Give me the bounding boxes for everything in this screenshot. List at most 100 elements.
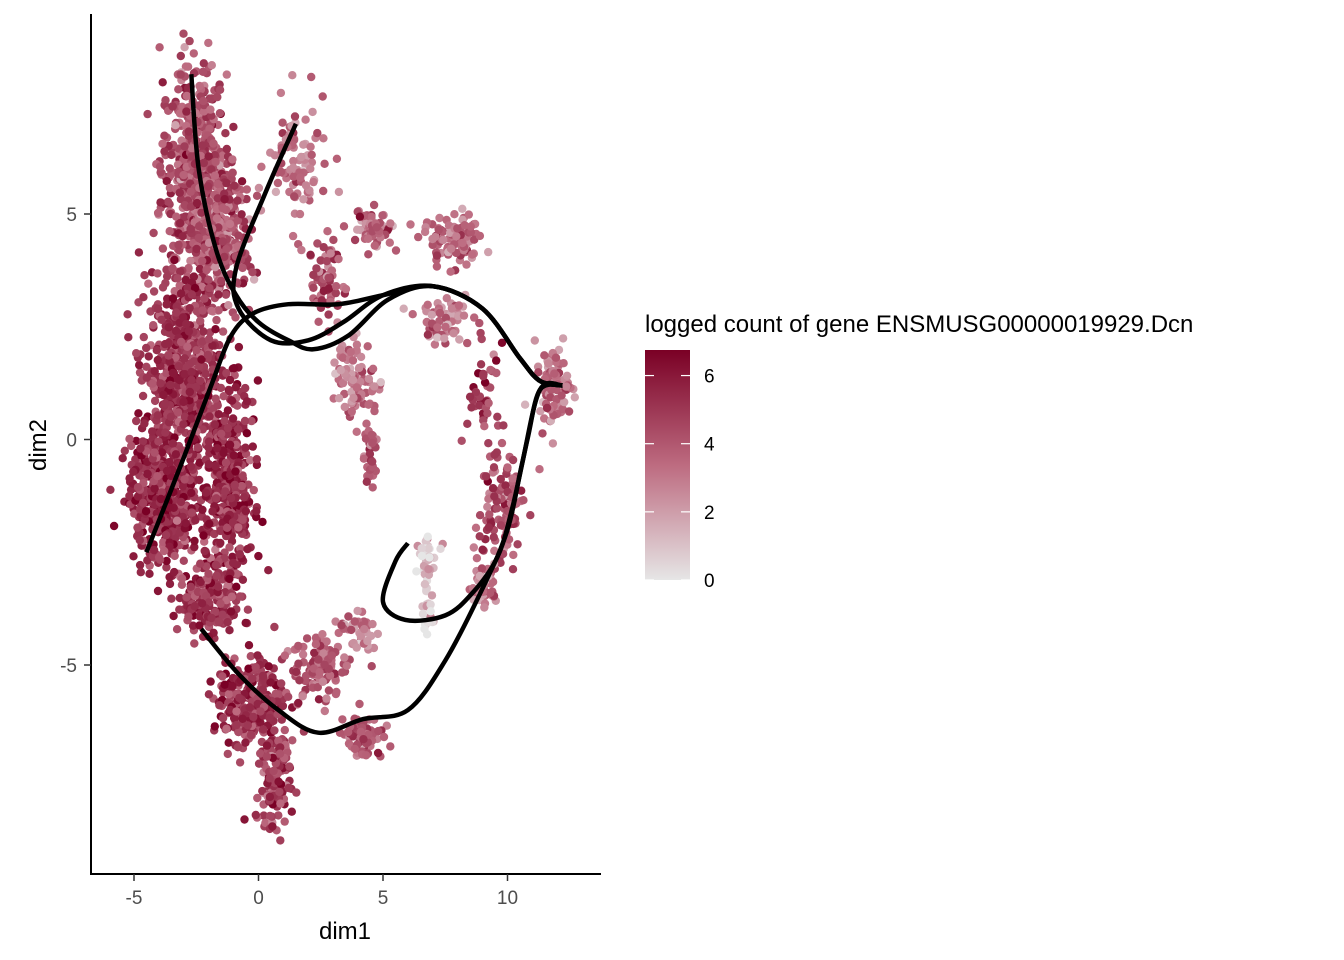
data-point [166, 412, 176, 421]
data-point [314, 695, 324, 704]
data-point [182, 91, 191, 101]
data-point [156, 379, 165, 388]
data-point [204, 569, 213, 578]
data-point [364, 400, 373, 409]
data-point [440, 334, 449, 343]
data-point [175, 109, 185, 118]
data-point [322, 637, 331, 646]
data-point [232, 569, 241, 578]
data-point [187, 367, 196, 377]
data-point [175, 188, 184, 197]
data-point [163, 197, 173, 206]
data-point [216, 599, 225, 608]
data-point [298, 650, 308, 659]
data-point [198, 337, 207, 346]
data-point [210, 722, 219, 731]
data-point [258, 671, 268, 681]
data-point [172, 308, 181, 317]
data-point [200, 537, 209, 546]
data-point [201, 369, 210, 379]
data-point [159, 538, 168, 547]
data-point [215, 701, 224, 710]
data-point [364, 250, 373, 259]
data-point [258, 685, 267, 694]
data-point [278, 701, 288, 711]
data-point [406, 220, 415, 229]
data-point [266, 678, 275, 687]
data-point [232, 720, 241, 730]
data-point [140, 271, 149, 280]
data-point [226, 607, 236, 616]
data-point [307, 158, 317, 167]
data-point [324, 284, 334, 293]
data-point [179, 170, 188, 180]
data-point [256, 707, 265, 716]
data-point [176, 289, 186, 298]
data-point [336, 366, 345, 375]
data-point [422, 630, 432, 639]
data-point [325, 671, 335, 680]
data-point [235, 693, 244, 703]
data-point [376, 378, 385, 387]
data-point [310, 648, 319, 657]
data-point [290, 112, 300, 121]
data-point [363, 234, 373, 243]
data-point [233, 401, 242, 410]
data-point [181, 519, 190, 528]
data-point [558, 334, 568, 343]
data-point [428, 234, 437, 244]
data-point [276, 167, 286, 177]
data-point [454, 301, 464, 310]
data-point [125, 491, 134, 501]
data-point [203, 182, 213, 191]
data-point [513, 540, 522, 549]
data-point [509, 550, 518, 560]
data-point [246, 456, 255, 465]
data-point [186, 582, 195, 591]
data-point [342, 661, 351, 670]
data-point [414, 232, 423, 242]
data-point [468, 250, 477, 259]
data-point [311, 633, 321, 642]
data-point [222, 70, 231, 79]
data-point [386, 742, 395, 751]
data-point [441, 322, 450, 332]
data-point [228, 518, 238, 527]
data-point [271, 689, 280, 698]
data-point [331, 282, 341, 291]
data-point [168, 294, 178, 303]
data-point [265, 774, 274, 783]
data-point [135, 360, 144, 370]
data-point [238, 714, 247, 723]
data-point [213, 120, 223, 130]
data-point [341, 284, 351, 294]
data-point [243, 721, 252, 730]
y-tick-label: 0 [66, 431, 77, 452]
data-point [344, 727, 353, 737]
data-point [234, 523, 243, 532]
data-point [306, 250, 315, 259]
data-point [326, 249, 335, 258]
data-point [234, 342, 244, 352]
data-point [142, 343, 151, 353]
data-point [369, 200, 379, 210]
data-point [175, 281, 184, 290]
data-point [261, 818, 270, 828]
data-point [452, 232, 461, 241]
data-point [497, 338, 507, 347]
data-point [570, 393, 579, 402]
data-point [252, 512, 261, 522]
data-point [252, 507, 261, 516]
data-point [274, 811, 283, 820]
data-point [344, 612, 353, 621]
data-point [149, 228, 158, 238]
data-point [319, 649, 328, 658]
data-point [373, 748, 383, 758]
data-point [463, 419, 472, 428]
data-point [161, 96, 170, 105]
data-point [225, 375, 235, 385]
data-point [408, 310, 417, 319]
data-point [367, 212, 376, 222]
data-point [205, 124, 214, 133]
data-point [125, 474, 134, 483]
